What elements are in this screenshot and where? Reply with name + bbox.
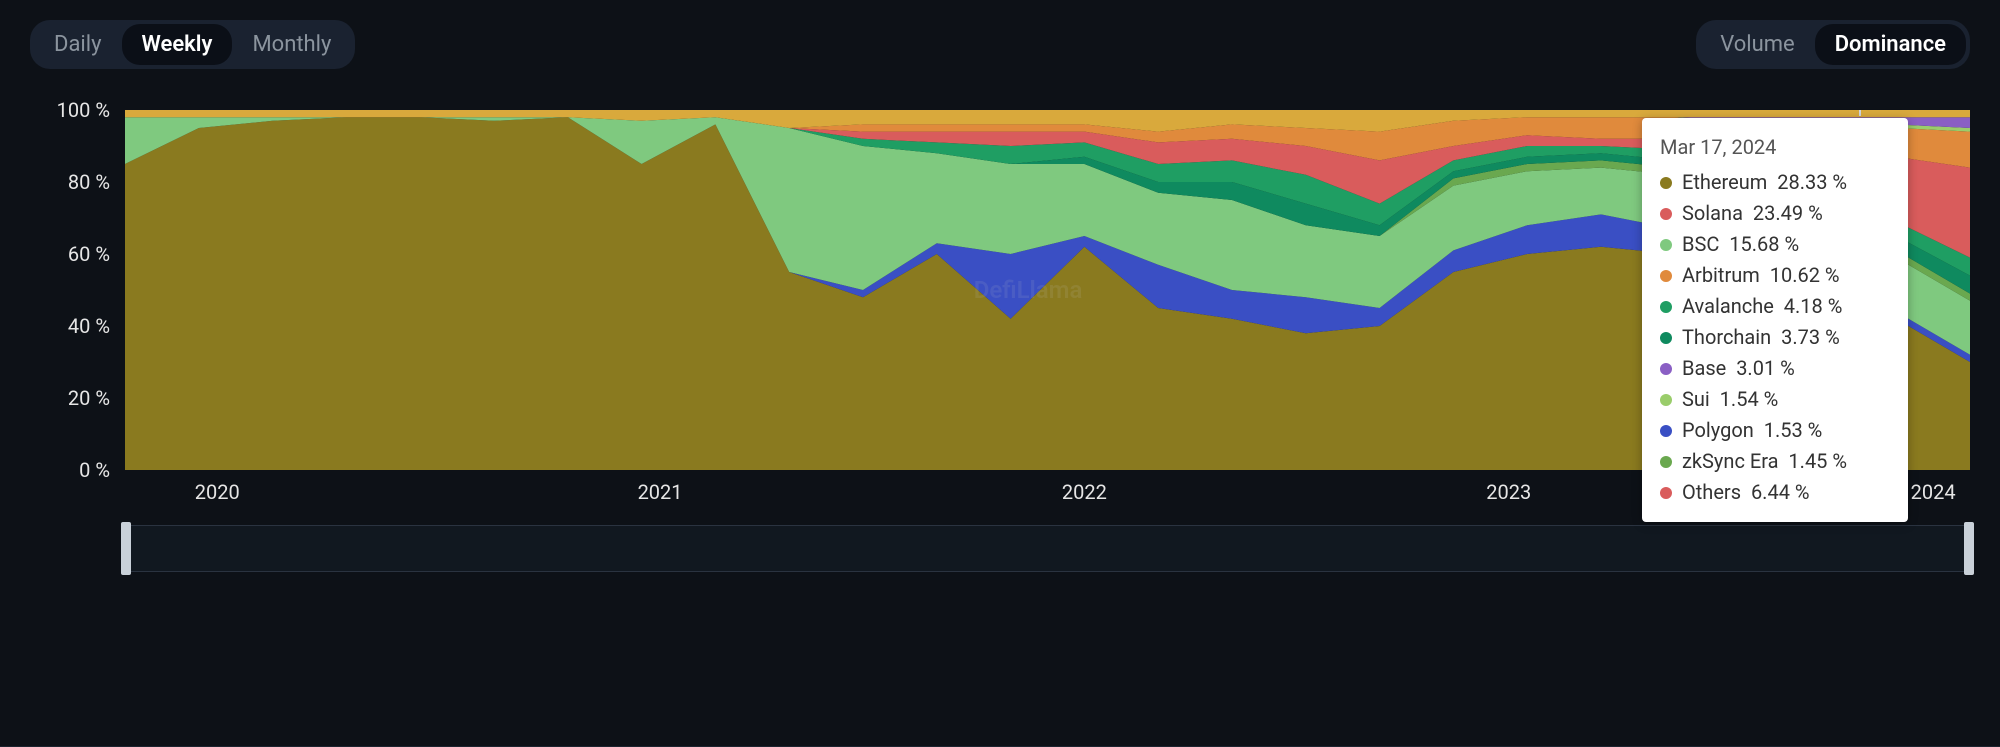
y-axis: 100 %80 %60 %40 %20 %0 %: [30, 110, 120, 470]
brush-handle-left[interactable]: [121, 522, 131, 575]
y-tick: 80 %: [68, 170, 110, 194]
top-controls-row: DailyWeeklyMonthly VolumeDominance: [30, 20, 1970, 69]
tooltip-row: Solana 23.49 %: [1660, 198, 1890, 229]
timeframe-option-monthly[interactable]: Monthly: [232, 24, 351, 65]
page: DailyWeeklyMonthly VolumeDominance 100 %…: [0, 0, 2000, 747]
tooltip-label: BSC 15.68 %: [1682, 229, 1799, 260]
y-tick: 60 %: [68, 242, 110, 266]
legend-swatch: [1660, 425, 1672, 437]
legend-swatch: [1660, 301, 1672, 313]
y-tick: 0 %: [79, 458, 110, 482]
tooltip-label: Avalanche 4.18 %: [1682, 291, 1842, 322]
tooltip-row: Sui 1.54 %: [1660, 384, 1890, 415]
chart-tooltip: Mar 17, 2024 Ethereum 28.33 %Solana 23.4…: [1642, 118, 1908, 522]
mode-option-dominance[interactable]: Dominance: [1815, 24, 1966, 65]
x-tick: 2022: [1062, 480, 1107, 504]
timeframe-toggle[interactable]: DailyWeeklyMonthly: [30, 20, 355, 69]
mode-option-volume[interactable]: Volume: [1700, 24, 1815, 65]
mode-toggle[interactable]: VolumeDominance: [1696, 20, 1970, 69]
tooltip-label: Arbitrum 10.62 %: [1682, 260, 1840, 291]
legend-swatch: [1660, 208, 1672, 220]
tooltip-label: Sui 1.54 %: [1682, 384, 1778, 415]
tooltip-row: Base 3.01 %: [1660, 353, 1890, 384]
timeframe-option-daily[interactable]: Daily: [34, 24, 122, 65]
timeframe-option-weekly[interactable]: Weekly: [122, 24, 233, 65]
tooltip-label: Base 3.01 %: [1682, 353, 1795, 384]
timeline-brush[interactable]: [125, 525, 1970, 572]
tooltip-row: Ethereum 28.33 %: [1660, 167, 1890, 198]
y-tick: 40 %: [68, 314, 110, 338]
legend-swatch: [1660, 456, 1672, 468]
legend-swatch: [1660, 394, 1672, 406]
x-tick: 2020: [195, 480, 240, 504]
legend-swatch: [1660, 332, 1672, 344]
tooltip-date: Mar 17, 2024: [1660, 132, 1890, 163]
x-tick: 2021: [638, 480, 683, 504]
tooltip-row: BSC 15.68 %: [1660, 229, 1890, 260]
tooltip-row: Arbitrum 10.62 %: [1660, 260, 1890, 291]
x-tick: 2024: [1911, 480, 1956, 504]
tooltip-row: Others 6.44 %: [1660, 477, 1890, 508]
brush-handle-right[interactable]: [1964, 522, 1974, 575]
tooltip-row: Avalanche 4.18 %: [1660, 291, 1890, 322]
legend-swatch: [1660, 177, 1672, 189]
tooltip-label: Ethereum 28.33 %: [1682, 167, 1847, 198]
y-tick: 100 %: [57, 98, 110, 122]
y-tick: 20 %: [68, 386, 110, 410]
tooltip-label: zkSync Era 1.45 %: [1682, 446, 1847, 477]
tooltip-row: zkSync Era 1.45 %: [1660, 446, 1890, 477]
tooltip-label: Thorchain 3.73 %: [1682, 322, 1840, 353]
legend-swatch: [1660, 487, 1672, 499]
tooltip-label: Polygon 1.53 %: [1682, 415, 1822, 446]
x-tick: 2023: [1486, 480, 1531, 504]
legend-swatch: [1660, 239, 1672, 251]
tooltip-row: Thorchain 3.73 %: [1660, 322, 1890, 353]
legend-swatch: [1660, 363, 1672, 375]
tooltip-label: Others 6.44 %: [1682, 477, 1810, 508]
tooltip-label: Solana 23.49 %: [1682, 198, 1823, 229]
legend-swatch: [1660, 270, 1672, 282]
tooltip-row: Polygon 1.53 %: [1660, 415, 1890, 446]
